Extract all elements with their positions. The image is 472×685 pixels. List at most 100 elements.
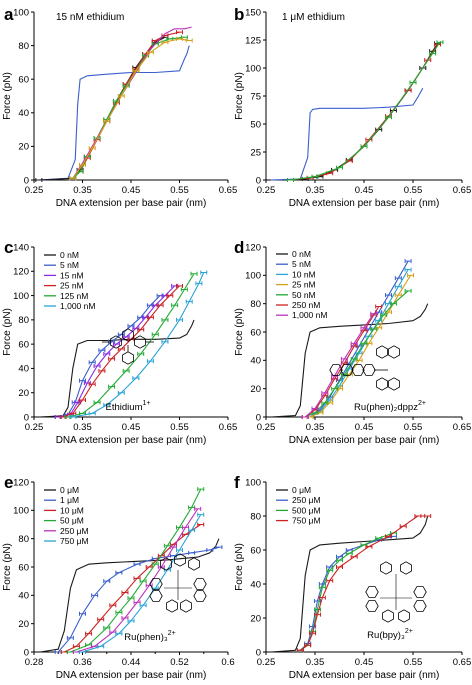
ring-icon [188, 557, 200, 571]
data-point [190, 271, 198, 276]
data-point [180, 287, 188, 292]
data-point [345, 551, 353, 556]
data-point [434, 42, 441, 47]
panel-letter: b [234, 5, 244, 24]
data-point [166, 293, 174, 298]
data-point [385, 115, 392, 120]
y-tick-label: 120 [245, 242, 261, 253]
series-5 [79, 512, 205, 654]
x-tick-label: 0.65 [219, 185, 238, 196]
data-point [197, 487, 205, 492]
y-tick-label: 0 [256, 412, 261, 423]
series-0 [38, 319, 195, 418]
data-point [375, 304, 383, 309]
y-tick-label: 40 [250, 579, 261, 590]
data-point [409, 80, 417, 85]
series-line [72, 36, 185, 179]
data-point [301, 415, 309, 419]
data-point [176, 30, 183, 35]
x-tick-label: 0.25 [25, 422, 44, 433]
data-point [146, 50, 154, 55]
x-tick-label: 0.45 [122, 185, 141, 196]
x-tick-label: 0.65 [453, 185, 472, 196]
series-line [70, 488, 202, 653]
ring-icon [388, 345, 400, 359]
y-tick-label: 80 [18, 315, 29, 326]
legend-label: 1,000 nM [60, 301, 95, 311]
y-tick-label: 100 [245, 477, 261, 488]
data-point [103, 579, 111, 584]
ring-icon [380, 561, 392, 575]
data-point [404, 259, 412, 264]
series-line [290, 41, 441, 181]
data-point [365, 137, 373, 142]
y-tick-label: 80 [250, 299, 261, 310]
data-point [197, 522, 205, 527]
panel-title: 1 μM ethidium [282, 12, 345, 23]
data-point [326, 578, 334, 583]
x-tick-label: 0.25 [25, 185, 44, 196]
molecule-structure-icon [329, 345, 400, 391]
legend-label: 0 μM [60, 485, 79, 495]
y-tick-label: 60 [250, 327, 261, 338]
molecule-label: Ru(bpy)₃2+ [367, 628, 413, 641]
data-point [429, 51, 437, 56]
x-tick-label: 0.35 [73, 422, 92, 433]
data-point [163, 543, 171, 548]
molecule-structure-icon [102, 328, 154, 365]
data-point [137, 327, 145, 332]
data-point [287, 178, 294, 182]
y-tick-label: 100 [13, 7, 29, 18]
data-point [133, 600, 141, 605]
panel-letter: e [4, 473, 13, 492]
series-line [40, 538, 220, 653]
data-point [360, 325, 368, 330]
ring-icon [376, 345, 388, 359]
data-point [365, 544, 373, 549]
data-point [331, 373, 339, 378]
series-4 [64, 271, 198, 419]
ring-icon [174, 553, 186, 567]
y-tick-label: 0 [24, 175, 29, 186]
data-point [115, 610, 123, 615]
data-point [103, 402, 111, 407]
data-point [414, 514, 422, 518]
y-tick-label: 40 [18, 364, 29, 375]
data-point [115, 570, 123, 575]
series-0 [270, 87, 424, 181]
legend-label: 0 nM [60, 250, 79, 260]
y-tick-label: 20 [250, 384, 261, 395]
data-point [97, 617, 105, 622]
legend-label: 250 μM [60, 526, 89, 536]
y-tick-label: 0 [24, 647, 29, 658]
data-point [79, 378, 86, 383]
legend-label: 50 nM [292, 290, 316, 300]
data-point [176, 36, 183, 41]
legend-label: 1 μM [60, 495, 79, 505]
ring-icon [382, 609, 394, 623]
series-line [72, 26, 192, 179]
legend-label: 5 nM [292, 259, 311, 269]
ring-icon [180, 599, 192, 613]
data-point [176, 548, 183, 552]
ring-icon [398, 609, 410, 623]
panel-b: 0 25 50 75 100 125 150 0.25 0.35 0.45 0.55 0.65 DNA … [234, 5, 471, 209]
y-tick-label: 100 [245, 63, 261, 74]
data-point [103, 351, 111, 356]
data-point [321, 400, 329, 405]
series-2 [54, 283, 179, 419]
x-tick-label: 0.65 [453, 657, 472, 668]
series-line [72, 272, 205, 418]
data-point [93, 364, 101, 368]
data-point [399, 524, 407, 529]
panel-a: 0 20 40 60 80 100 0.25 0.35 0.45 0.55 0.65 DNA exte… [2, 5, 237, 209]
y-tick-label: 20 [18, 388, 29, 399]
x-tick-label: 0.35 [306, 185, 325, 196]
legend-label: 0 μM [292, 485, 311, 495]
legend-label: 25 nM [292, 280, 316, 290]
data-point [139, 603, 147, 608]
data-point [176, 283, 183, 288]
data-point [161, 40, 169, 45]
legend-label: 250 nM [292, 300, 320, 310]
